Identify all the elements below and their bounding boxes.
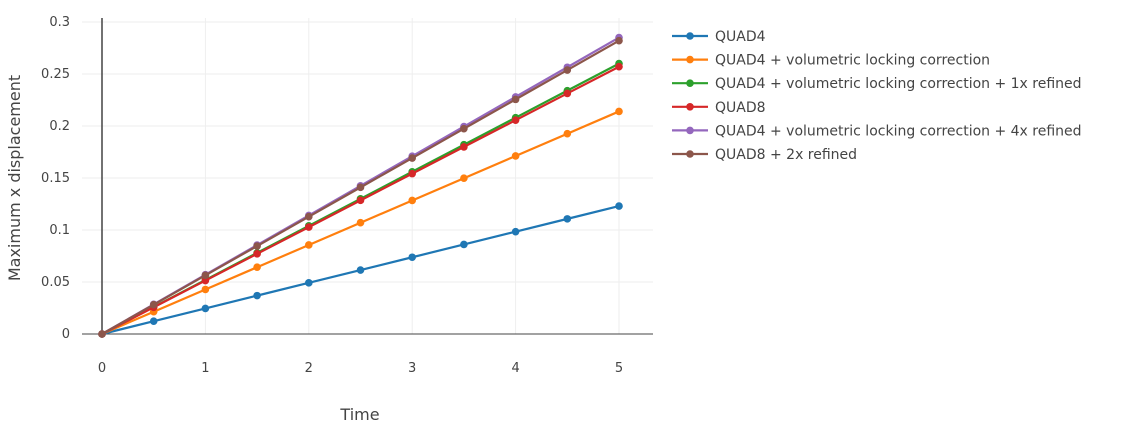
x-tick-label: 4 bbox=[511, 361, 519, 376]
x-axis-title: Time bbox=[339, 405, 379, 424]
data-point bbox=[460, 124, 468, 133]
legend-item[interactable]: QUAD8 bbox=[672, 100, 766, 116]
series-4 bbox=[98, 62, 623, 338]
data-point bbox=[615, 202, 623, 210]
legend-label: QUAD4 bbox=[715, 29, 766, 45]
y-tick-label: 0.05 bbox=[41, 275, 70, 290]
y-tick-label: 0.1 bbox=[49, 223, 70, 238]
y-axis-title: Maximum x displacement bbox=[5, 75, 24, 281]
data-point bbox=[356, 196, 365, 205]
legend-label: QUAD4 + volumetric locking correction bbox=[715, 53, 990, 69]
x-tick-label: 5 bbox=[615, 361, 623, 376]
x-tick-label: 0 bbox=[98, 361, 106, 376]
series-lines bbox=[98, 33, 623, 338]
axes bbox=[82, 18, 653, 335]
legend-item[interactable]: QUAD4 + volumetric locking correction + … bbox=[672, 123, 1082, 139]
legend-item[interactable]: QUAD8 + 2x refined bbox=[672, 147, 857, 163]
y-tick-label: 0.25 bbox=[41, 67, 70, 82]
legend-swatch-marker bbox=[686, 79, 694, 87]
data-point bbox=[253, 250, 261, 258]
data-point bbox=[460, 174, 468, 183]
legend-swatch-marker bbox=[686, 150, 694, 158]
data-point bbox=[460, 143, 468, 151]
legend-label: QUAD8 bbox=[715, 100, 766, 116]
data-point bbox=[408, 253, 417, 262]
series-2 bbox=[98, 107, 623, 338]
y-tick-label: 0.3 bbox=[49, 15, 70, 30]
legend: QUAD4 QUAD4 + volumetric locking correcti… bbox=[672, 29, 1082, 163]
data-point bbox=[201, 285, 210, 294]
legend-label: QUAD4 + volumetric locking correction + … bbox=[715, 76, 1082, 92]
legend-item[interactable]: QUAD4 + volumetric locking correction bbox=[672, 53, 990, 69]
legend-swatch-marker bbox=[686, 126, 694, 135]
data-point bbox=[408, 169, 417, 178]
data-point bbox=[305, 212, 313, 221]
data-point bbox=[563, 129, 572, 138]
data-point bbox=[201, 304, 210, 313]
legend-swatch-marker bbox=[686, 32, 694, 40]
y-tick-label: 0.15 bbox=[41, 171, 70, 186]
series-6 bbox=[98, 36, 623, 338]
legend-item[interactable]: QUAD4 + volumetric locking correction + … bbox=[672, 76, 1082, 92]
data-point bbox=[511, 95, 520, 104]
x-tick-label: 3 bbox=[408, 361, 416, 376]
legend-swatch-marker bbox=[686, 103, 694, 111]
data-point bbox=[615, 107, 623, 116]
data-point bbox=[615, 36, 623, 45]
data-point bbox=[563, 89, 572, 98]
data-point bbox=[149, 300, 158, 309]
legend-label: QUAD4 + volumetric locking correction + … bbox=[715, 123, 1082, 139]
data-point bbox=[615, 62, 623, 71]
data-point bbox=[253, 291, 261, 300]
x-tick-label: 2 bbox=[305, 361, 313, 376]
x-tick-label: 1 bbox=[201, 361, 209, 376]
data-point bbox=[356, 218, 365, 227]
data-point bbox=[356, 266, 365, 274]
data-point bbox=[201, 271, 210, 280]
data-point bbox=[305, 279, 313, 287]
tick-labels: 0 0.05 0.1 0.15 0.2 0.25 0.3 0 1 2 3 4 5 bbox=[41, 15, 623, 376]
legend-swatch-marker bbox=[686, 55, 694, 64]
data-point bbox=[511, 227, 520, 236]
data-point bbox=[408, 154, 417, 162]
y-tick-label: 0.2 bbox=[49, 119, 70, 134]
data-point bbox=[563, 66, 572, 74]
data-point bbox=[98, 330, 106, 338]
data-point bbox=[511, 152, 520, 160]
data-point bbox=[305, 241, 313, 249]
legend-label: QUAD8 + 2x refined bbox=[715, 147, 857, 163]
data-point bbox=[460, 240, 468, 249]
series-1 bbox=[98, 202, 623, 338]
data-point bbox=[356, 183, 365, 192]
data-point bbox=[408, 196, 417, 205]
y-tick-label: 0 bbox=[62, 327, 70, 342]
data-point bbox=[149, 317, 158, 326]
data-point bbox=[305, 223, 313, 231]
data-point bbox=[253, 263, 261, 272]
data-point bbox=[563, 215, 572, 223]
data-point bbox=[511, 116, 520, 124]
data-point bbox=[253, 242, 261, 250]
data-point bbox=[201, 276, 210, 285]
legend-item[interactable]: QUAD4 bbox=[672, 29, 766, 45]
gridlines bbox=[82, 18, 653, 334]
